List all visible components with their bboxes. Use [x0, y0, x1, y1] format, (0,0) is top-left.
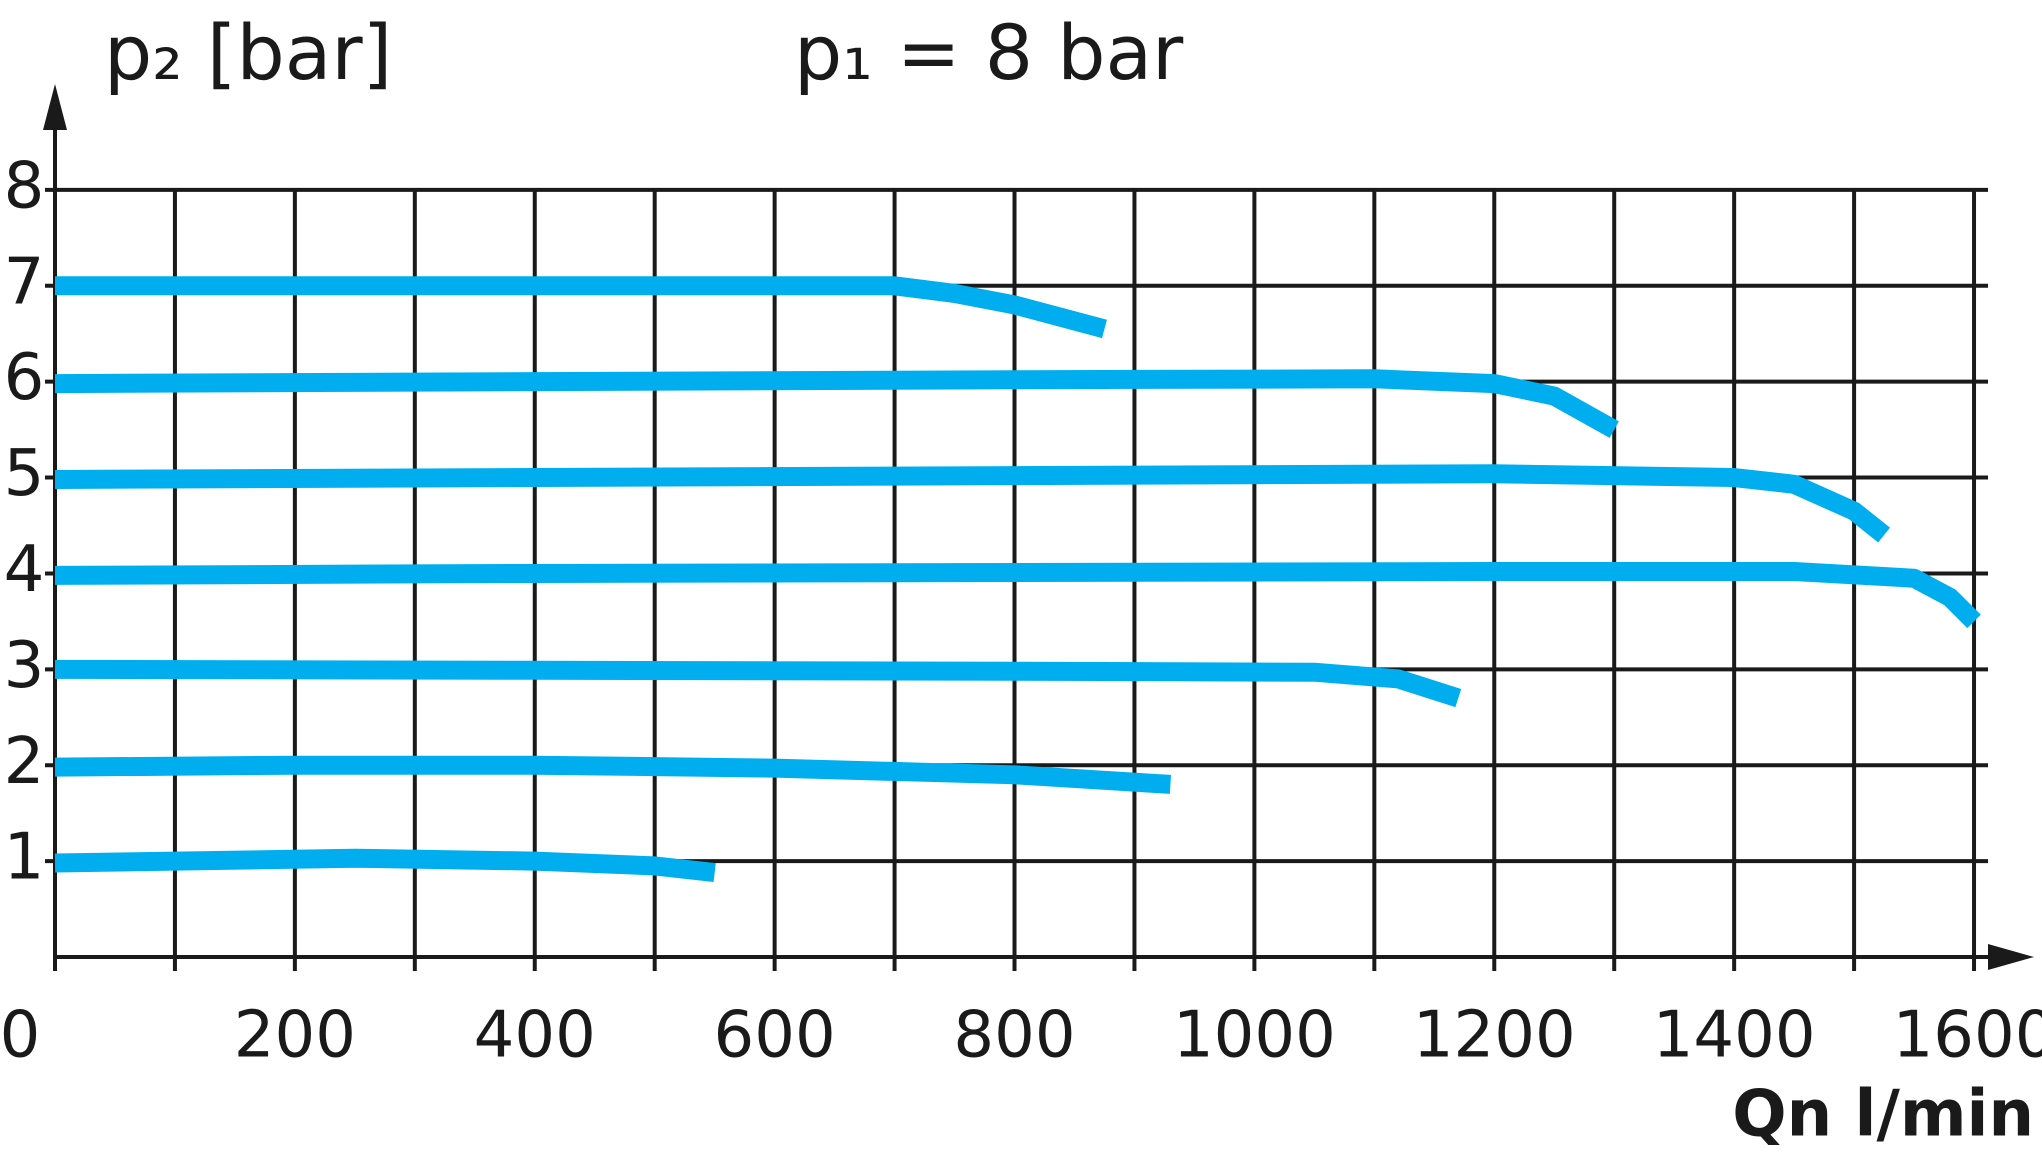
x-tick-label: 400 [474, 999, 596, 1073]
x-axis-label: Qn l/min [1732, 1078, 2034, 1152]
data-line [54, 562, 1981, 629]
x-tick-label: 600 [714, 999, 836, 1073]
x-tick-label: 200 [234, 999, 356, 1073]
y-tick-label: 3 [4, 629, 45, 703]
data-line [54, 659, 1462, 708]
y-tick-label: 6 [4, 341, 45, 415]
y-tick-label: 2 [4, 725, 45, 799]
y-tick-label: 5 [4, 437, 45, 511]
data-line [54, 369, 1619, 438]
x-tick-label: 1400 [1653, 999, 1816, 1073]
y-axis-arrow [43, 84, 67, 130]
x-tick-label: 1600 [1893, 999, 2042, 1073]
y-tick-label: 4 [4, 533, 45, 607]
data-line [54, 464, 1891, 543]
x-tick-label: 1200 [1413, 999, 1576, 1073]
y-tick-label: 8 [4, 149, 45, 223]
chart-title: p₁ = 8 bar [794, 8, 1184, 97]
x-tick-label: 0 [0, 999, 40, 1073]
y-axis-label: p₂ [bar] [104, 8, 392, 97]
x-axis-arrow [1988, 944, 2034, 970]
data-line [55, 276, 1107, 339]
x-tick-label: 800 [953, 999, 1075, 1073]
y-tick-label: 1 [4, 821, 45, 895]
data-line [54, 755, 1172, 794]
y-tick-label: 7 [4, 245, 45, 319]
data-line [54, 848, 716, 883]
x-tick-label: 1000 [1173, 999, 1336, 1073]
